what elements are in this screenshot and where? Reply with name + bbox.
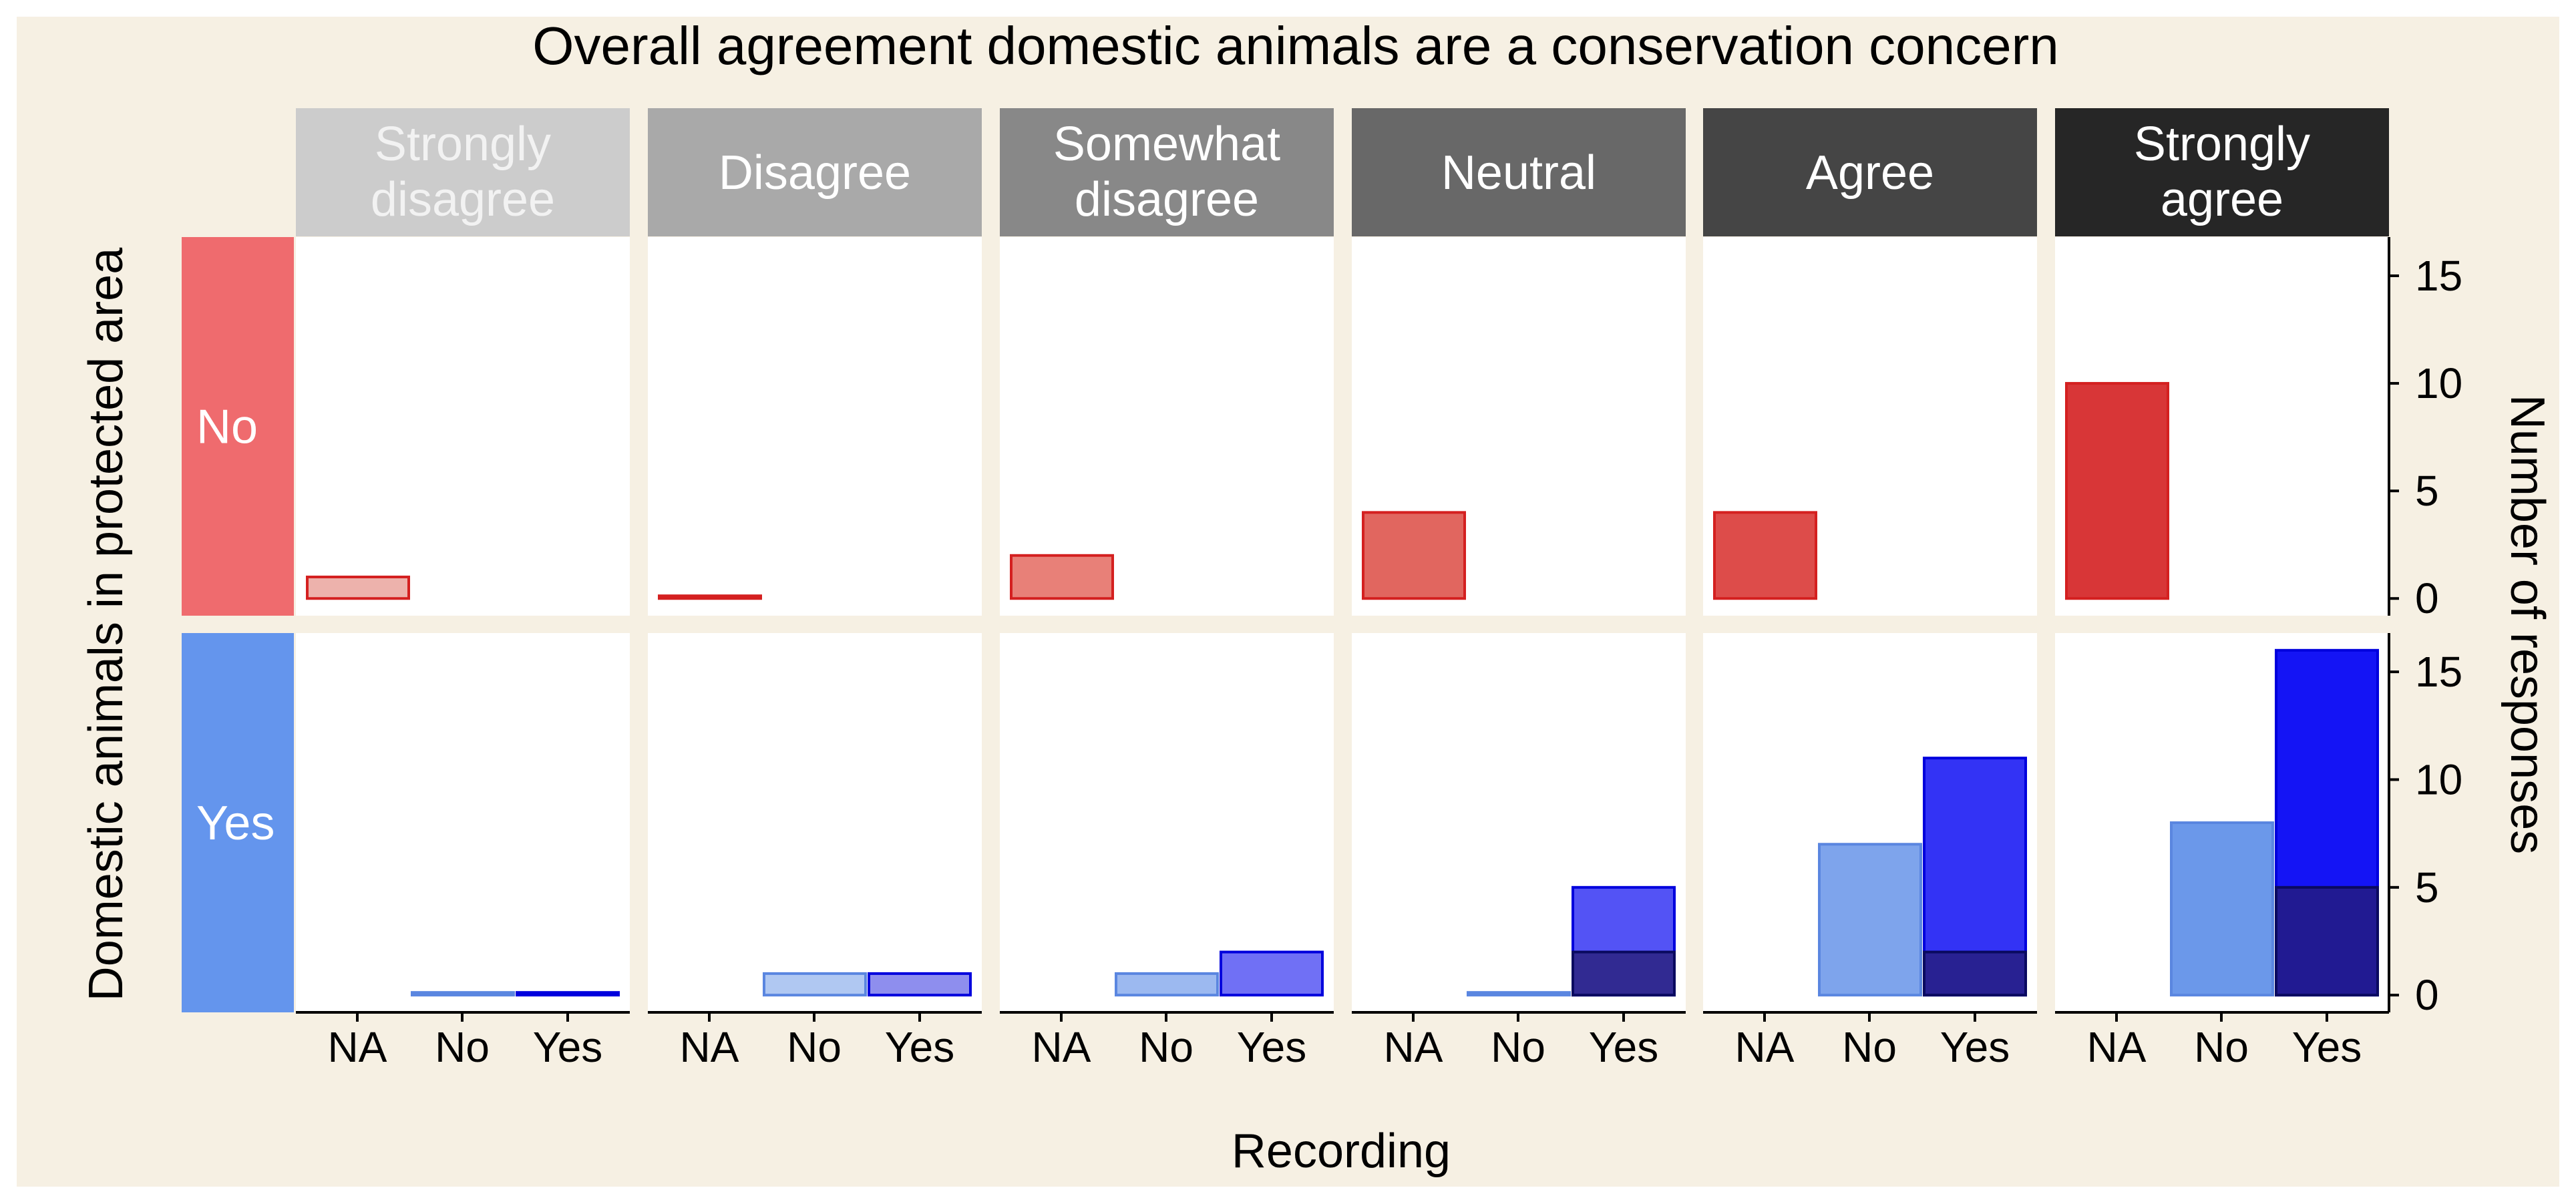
panel-no-strongly-disagree: [296, 237, 630, 616]
x-tick-label: NA: [1384, 1023, 1443, 1071]
x-tick-label: Yes: [2292, 1023, 2362, 1071]
x-tick-label: Yes: [533, 1023, 602, 1071]
x-tick-label: No: [2194, 1023, 2249, 1071]
bar-yes-disagree-yes: [868, 972, 972, 997]
row-strip-label-no: No: [196, 401, 258, 454]
x-tick-label: NA: [328, 1023, 387, 1071]
row-strip-no: [182, 237, 294, 616]
bar-no-disagree-na: [658, 594, 762, 600]
bar-no-neutral-na: [1362, 511, 1466, 600]
column-strip-label-strongly-agree: Strongly: [2134, 118, 2310, 171]
chart-title: Overall agreement domestic animals are a…: [532, 16, 2059, 75]
row-strip-yes: [182, 633, 294, 1012]
column-strip-label-somewhat-disagree-line2: disagree: [1075, 173, 1259, 226]
row-facet-strips: No Yes: [182, 237, 294, 1012]
bar-yes-disagree-no: [763, 972, 867, 997]
x-tick-label: No: [787, 1023, 842, 1071]
x-tick-label: No: [435, 1023, 490, 1071]
y-tick-label: 15: [2415, 648, 2462, 696]
bars: [306, 382, 2379, 997]
column-strip-label-strongly-agree-line2: agree: [2161, 173, 2283, 226]
bar-overlay-agree-yes: [1923, 950, 2027, 997]
bar-yes-strongly-disagree-no: [411, 991, 515, 997]
x-tick-label: Yes: [1237, 1023, 1306, 1071]
column-strip-label-somewhat-disagree: Somewhat: [1053, 118, 1280, 171]
x-tick-label: NA: [1735, 1023, 1795, 1071]
column-strip-somewhat-disagree: [1000, 108, 1334, 236]
bar-yes-somewhat-disagree-yes: [1220, 950, 1324, 997]
x-tick-label: Yes: [885, 1023, 954, 1071]
panel-yes-somewhat-disagree: [1000, 633, 1334, 1012]
bar-overlay-strongly-agree-yes: [2275, 885, 2379, 997]
y-tick-label: 15: [2415, 252, 2462, 300]
y-tick-label: 10: [2415, 755, 2462, 803]
bar-yes-strongly-agree-no: [2170, 821, 2274, 997]
x-tick-label: No: [1491, 1023, 1545, 1071]
column-strip-label-strongly-disagree-line2: disagree: [371, 173, 555, 226]
x-tick-label: Yes: [1940, 1023, 2010, 1071]
x-axis-label: Recording: [1232, 1125, 1451, 1178]
y-axis-right: 0 5 10 15 0 5 10 15: [2388, 237, 2462, 1019]
bar-no-strongly-disagree-na: [306, 576, 410, 600]
column-strip-strongly-agree: [2055, 108, 2389, 236]
bar-yes-strongly-disagree-yes: [516, 991, 620, 997]
y-tick-label: 5: [2415, 863, 2439, 912]
column-strip-strongly-disagree: [296, 108, 630, 236]
x-tick-label: NA: [680, 1023, 739, 1071]
bar-no-agree-na: [1713, 511, 1817, 600]
panel-yes-strongly-disagree: [296, 633, 630, 1012]
column-strip-label-agree: Agree: [1806, 146, 1934, 200]
column-strip-disagree: [648, 108, 982, 236]
y-tick-label: 10: [2415, 359, 2462, 407]
y-axis-label: Number of responses: [2501, 395, 2554, 854]
bar-yes-neutral-no: [1467, 991, 1571, 997]
bar-yes-somewhat-disagree-no: [1115, 972, 1219, 997]
column-strip-neutral: [1352, 108, 1686, 236]
x-axis: NA No Yes NA No Yes NA No Yes NA No Yes NA No Yes NA No Y…: [296, 1011, 2389, 1071]
column-strip-agree: [1703, 108, 2037, 236]
y-tick-label: 0: [2415, 574, 2439, 622]
column-strip-label-strongly-disagree: Strongly: [375, 118, 551, 171]
row-strip-label-yes: Yes: [196, 797, 274, 850]
panel-no-disagree: [648, 237, 982, 616]
y-tick-label: 5: [2415, 467, 2439, 515]
x-tick-label: NA: [2087, 1023, 2147, 1071]
bar-overlay-neutral-yes: [1572, 950, 1676, 997]
x-tick-label: NA: [1032, 1023, 1091, 1071]
column-strip-label-disagree: Disagree: [719, 146, 911, 200]
panel-yes-disagree: [648, 633, 982, 1012]
x-tick-label: No: [1842, 1023, 1897, 1071]
column-strip-label-neutral: Neutral: [1441, 146, 1596, 200]
bar-no-strongly-agree-na: [2065, 382, 2169, 600]
bar-yes-agree-no: [1818, 843, 1922, 997]
panel-no-somewhat-disagree: [1000, 237, 1334, 616]
y-tick-label: 0: [2415, 971, 2439, 1019]
x-tick-label: Yes: [1589, 1023, 1658, 1071]
row-axis-label: Domestic animals in protected area: [79, 247, 133, 1001]
x-tick-label: No: [1139, 1023, 1193, 1071]
bar-no-somewhat-disagree-na: [1010, 554, 1114, 600]
